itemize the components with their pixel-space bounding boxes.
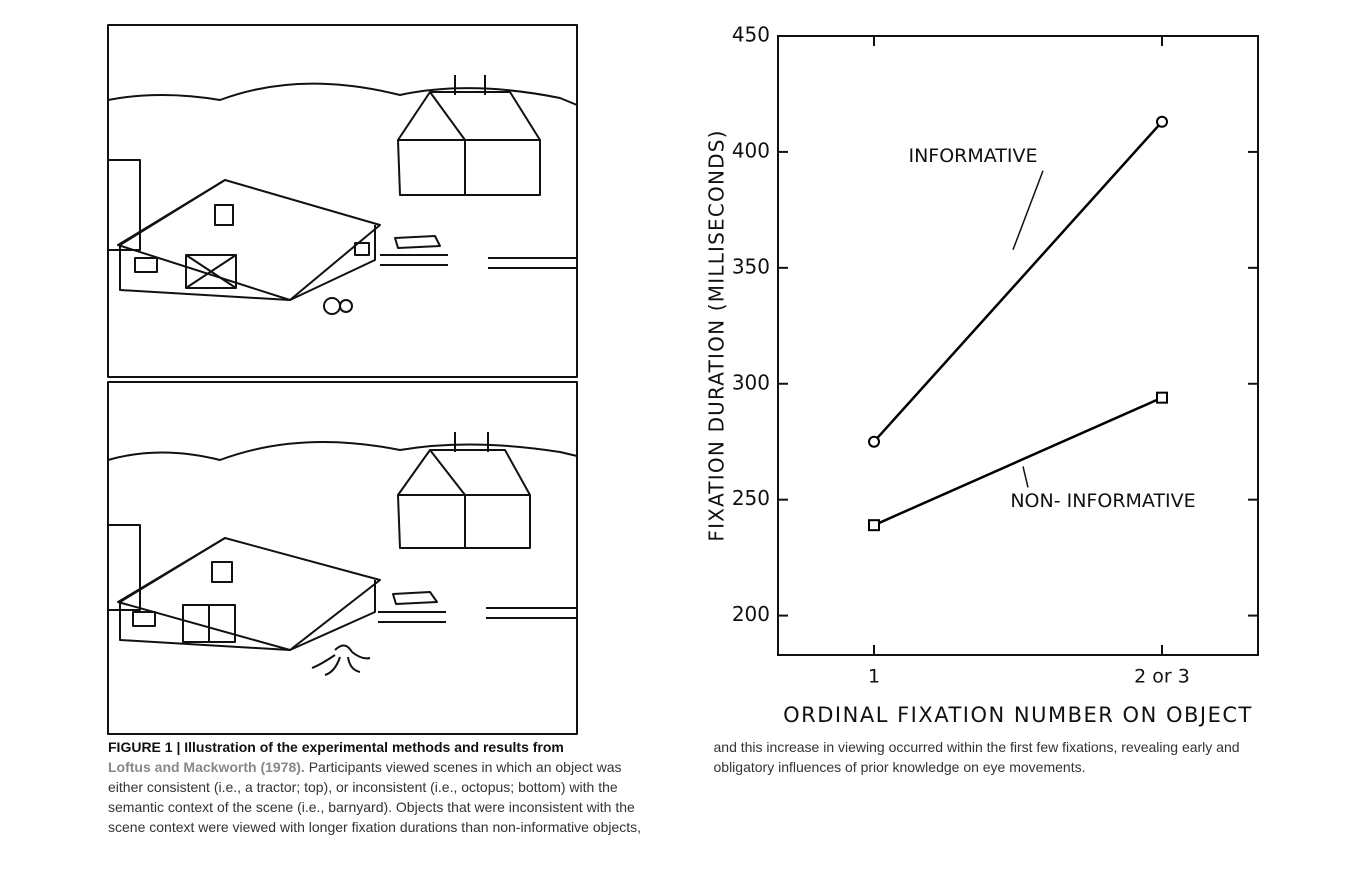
label-pointer [1022, 466, 1029, 488]
chart: 200 250 300 350 400 450 1 2 or 3 ORDINAL FIXATIO… [705, 23, 1259, 727]
series-label: INFORMATIVE [908, 145, 1037, 167]
caption: FIGURE 1 | Illustration of the experimen… [108, 737, 1253, 837]
y-tick-label: 300 [732, 370, 770, 394]
marker [1156, 115, 1168, 128]
marker [868, 519, 880, 532]
marker [1156, 391, 1168, 404]
y-tick-label: 400 [732, 138, 770, 162]
series-label: NON- INFORMATIVE [1010, 490, 1195, 512]
caption-label: FIGURE 1 | Illustration of the experimen… [108, 739, 564, 755]
series-line [873, 396, 1163, 527]
scene-consistent [107, 24, 578, 378]
scene-inconsistent [107, 381, 578, 735]
y-axis-label: FIXATION DURATION (MILLISECONDS) [705, 129, 729, 541]
y-tick-label: 250 [732, 486, 770, 510]
label-pointer [1012, 170, 1044, 251]
y-tick-label: 200 [732, 602, 770, 626]
caption-body: Participants viewed scenes in which an o… [108, 739, 1240, 835]
caption-citation: Loftus and Mackworth (1978). [108, 759, 305, 775]
marker [868, 435, 880, 448]
plot-frame [777, 35, 1259, 656]
y-tick-label: 350 [732, 254, 770, 278]
x-axis-label: ORDINAL FIXATION NUMBER ON OBJECT [783, 703, 1253, 727]
y-tick-label: 450 [732, 23, 770, 47]
x-tick-label: 2 or 3 [1134, 666, 1190, 688]
x-tick-label: 1 [868, 666, 880, 688]
series-line [873, 120, 1163, 443]
figure: 200 250 300 350 400 450 1 2 or 3 ORDINAL FIXATIO… [107, 23, 1259, 735]
